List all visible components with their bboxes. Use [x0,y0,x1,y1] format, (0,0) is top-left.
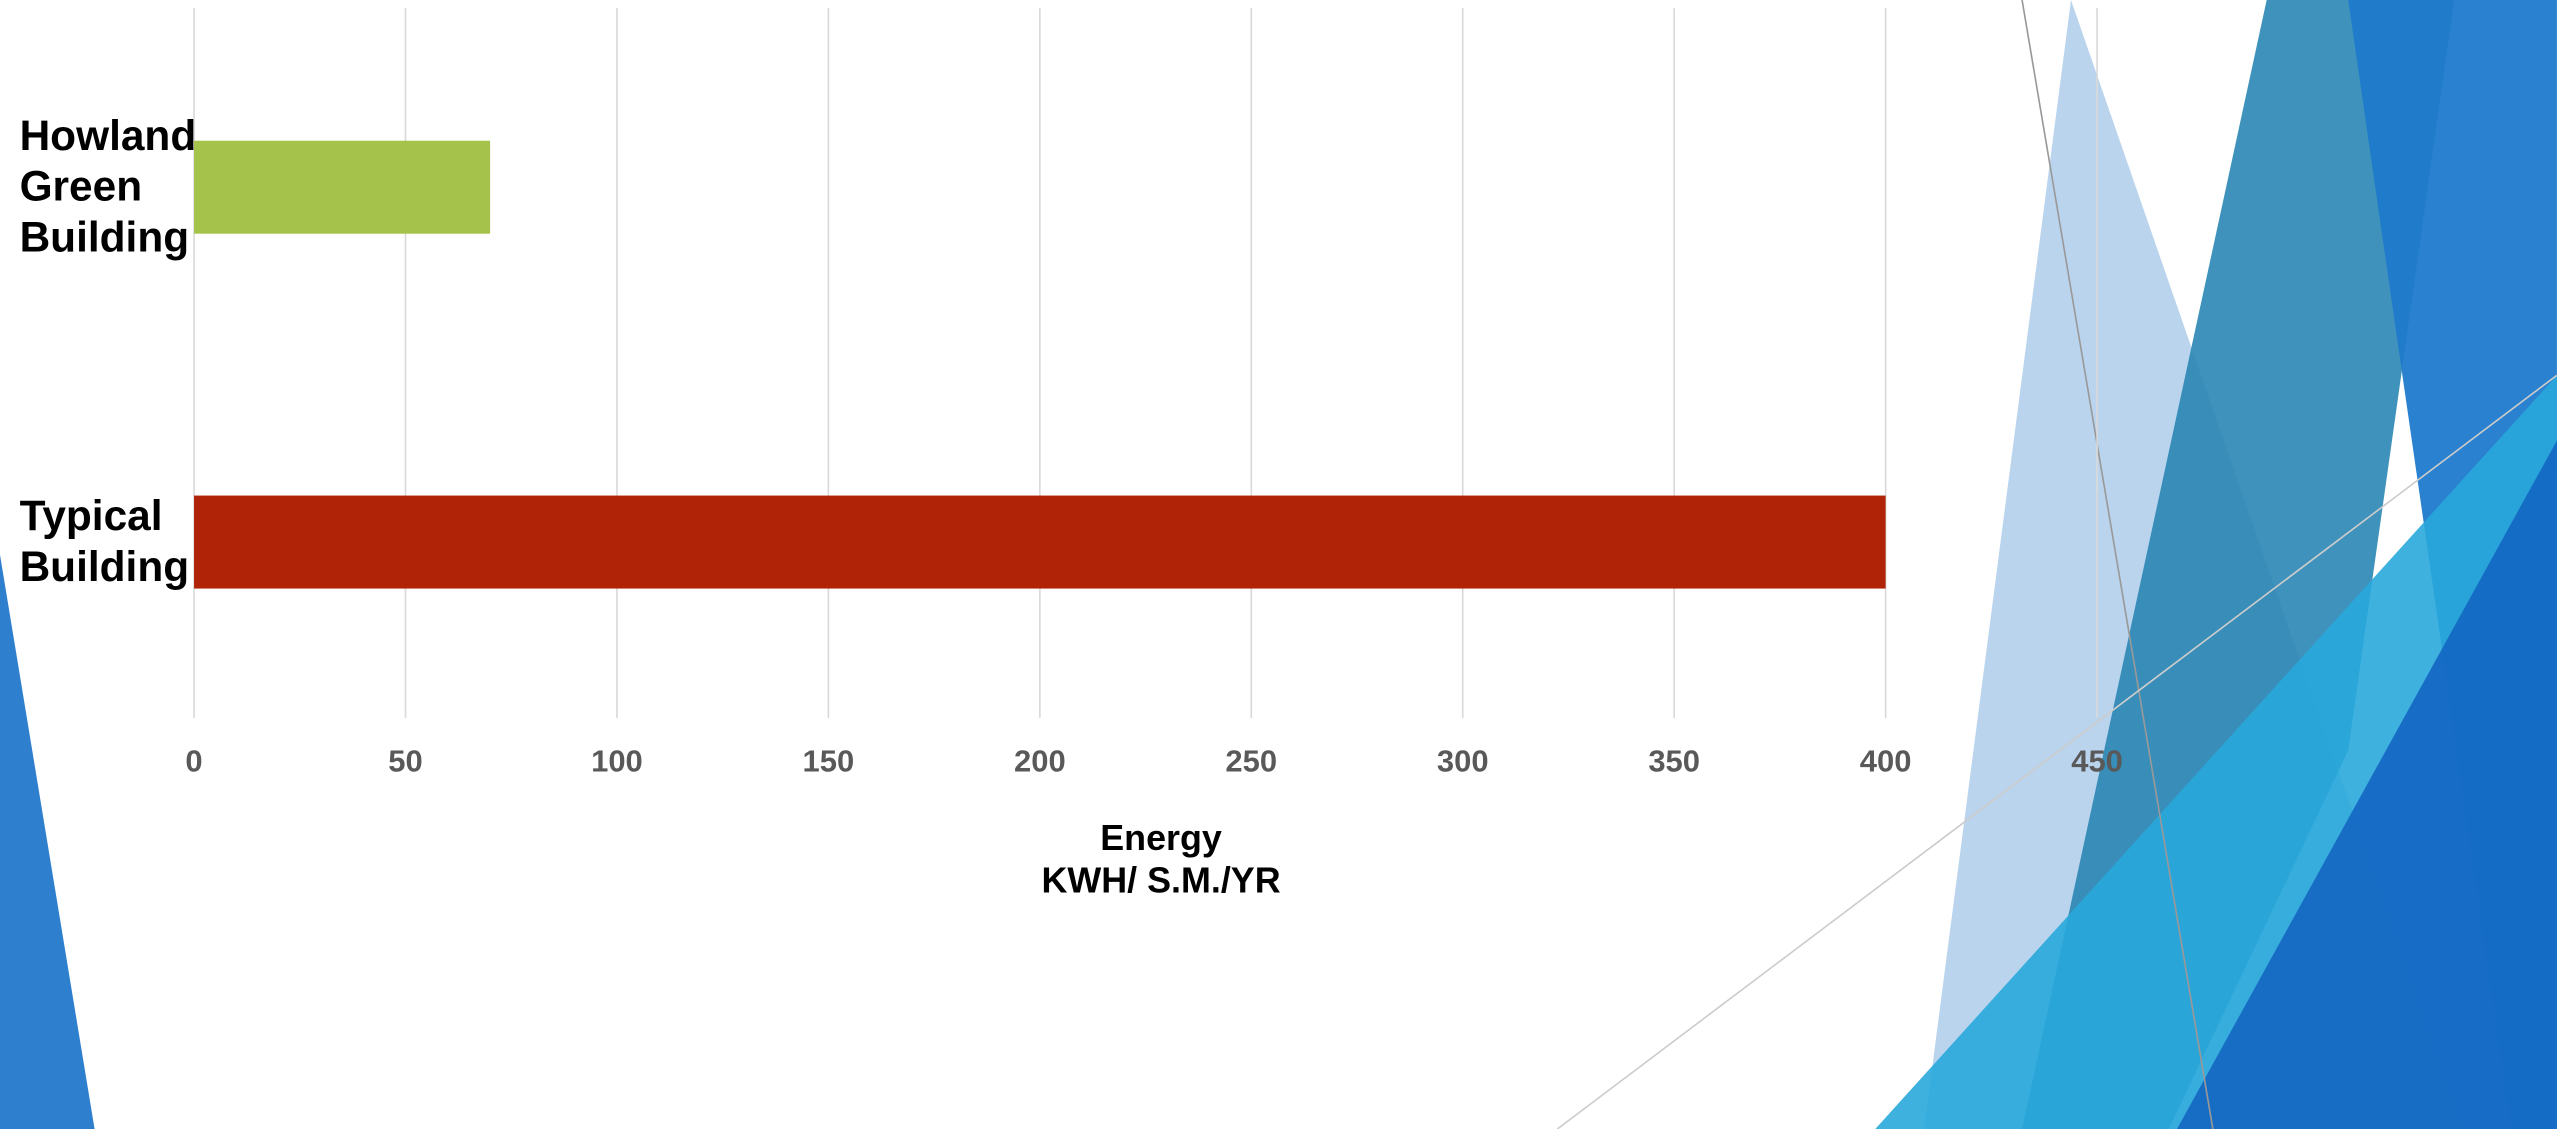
y-tick-label: Howland Green Building [19,111,197,262]
x-tick-label: 400 [1860,744,1912,779]
x-tick-label: 0 [185,744,202,779]
x-tick-label: 250 [1225,744,1277,779]
x-tick-label: 100 [591,744,643,779]
x-axis-label: Energy KWH/ S.M./YR [1041,817,1281,901]
bar [194,495,1886,589]
x-tick-label: 300 [1437,744,1489,779]
bar [194,140,491,234]
decor-line [1556,374,2557,1129]
x-tick-label: 200 [1014,744,1066,779]
decor-shape [0,554,95,1129]
y-tick-label: Typical Building [19,491,190,592]
x-tick-label: 50 [388,744,422,779]
decor-line [2021,0,2214,1129]
x-tick-label: 150 [803,744,855,779]
decor-shape [2022,0,2455,1129]
x-tick-label: 450 [2071,744,2123,779]
x-tick-label: 350 [1648,744,1700,779]
